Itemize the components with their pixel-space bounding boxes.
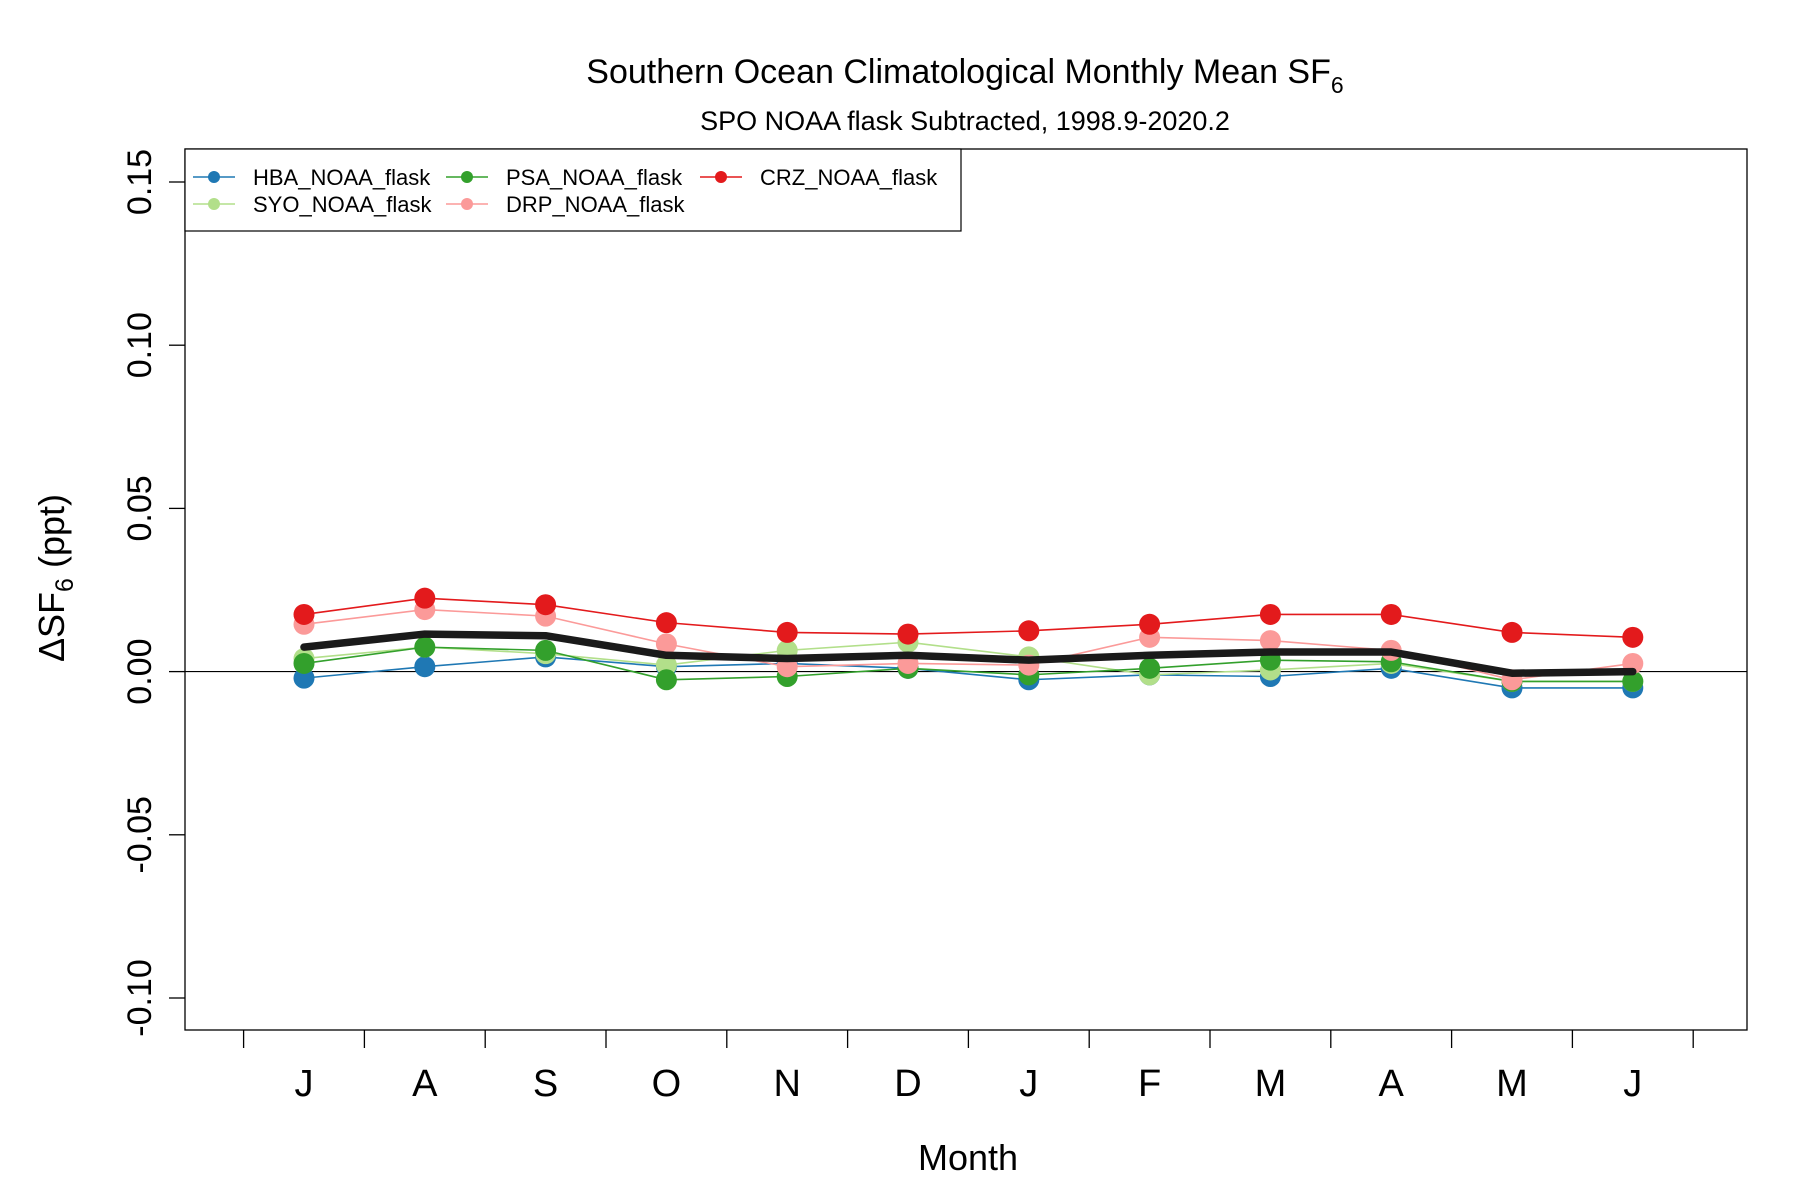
legend-item-SYO_NOAA_flask: SYO_NOAA_flask [193, 192, 433, 217]
data-point [1259, 630, 1281, 652]
x-tick-label: J [1623, 1063, 1642, 1105]
data-point [414, 656, 436, 678]
series-line [303, 656, 1633, 689]
y-tick-label: -0.05 [121, 796, 159, 874]
x-tick-label: S [533, 1063, 558, 1105]
legend-item-CRZ_NOAA_flask: CRZ_NOAA_flask [700, 165, 938, 190]
y-tick-label: 0.00 [121, 639, 159, 705]
data-point [1622, 626, 1644, 648]
y-axis-label-subscript: 6 [51, 578, 79, 592]
y-tick-label: 0.05 [121, 475, 159, 541]
y-axis-label: ΔSF6 (ppt) [31, 494, 79, 662]
data-point [535, 594, 557, 616]
legend-label: CRZ_NOAA_flask [760, 165, 938, 190]
chart-subtitle: SPO NOAA flask Subtracted, 1998.9-2020.2 [700, 106, 1230, 136]
legend-marker [208, 198, 220, 210]
x-tick-label: J [1019, 1063, 1038, 1105]
legend-item-DRP_NOAA_flask: DRP_NOAA_flask [446, 192, 686, 217]
series-line [303, 646, 1633, 683]
mean-line-layer [300, 630, 1637, 677]
legend-box [184, 148, 962, 232]
x-tick-label: A [412, 1063, 438, 1105]
y-tick-label: 0.15 [121, 149, 159, 215]
data-point [1501, 621, 1523, 643]
legend-marker [715, 171, 727, 183]
chart-title-subscript: 6 [1331, 72, 1344, 98]
legend-marker [208, 171, 220, 183]
series-line [303, 597, 1633, 639]
data-point [1139, 657, 1161, 679]
y-tick-label: -0.10 [121, 959, 159, 1037]
data-point [293, 652, 315, 674]
series-CRZ_NOAA_flask [293, 587, 1644, 648]
data-point [293, 603, 315, 625]
data-point [776, 621, 798, 643]
data-point [1139, 613, 1161, 635]
x-tick-label: M [1255, 1063, 1287, 1105]
data-point [655, 612, 677, 634]
series-layer [293, 587, 1644, 699]
x-axis-label: Month [918, 1137, 1018, 1178]
data-point [535, 639, 557, 661]
x-tick-label: N [773, 1063, 800, 1105]
chart-title-main: Southern Ocean Climatological Monthly Me… [586, 53, 1331, 91]
legend-marker [461, 198, 473, 210]
x-tick-label: D [894, 1063, 921, 1105]
plot-frame [184, 148, 1748, 1031]
data-point [1018, 620, 1040, 642]
legend-item-HBA_NOAA_flask: HBA_NOAA_flask [193, 165, 431, 190]
legend-marker [461, 171, 473, 183]
data-point [655, 633, 677, 655]
chart-title: Southern Ocean Climatological Monthly Me… [586, 53, 1343, 98]
mean-line [300, 630, 1637, 677]
series-line [303, 641, 1633, 683]
x-tick-label: A [1379, 1063, 1405, 1105]
legend-label: DRP_NOAA_flask [506, 192, 686, 217]
y-axis-label-suffix: (ppt) [31, 494, 72, 578]
data-point [655, 669, 677, 691]
x-tick-label: J [295, 1063, 314, 1105]
legend-label: SYO_NOAA_flask [253, 192, 433, 217]
y-tick-label: 0.10 [121, 312, 159, 378]
data-point [1622, 670, 1644, 692]
data-point [897, 623, 919, 645]
x-tick-label: M [1496, 1063, 1528, 1105]
axes: -0.10 -0.05 0.00 0.05 0.10 0.15 J A S O N D J F M A M J [121, 149, 1694, 1105]
data-point [1380, 603, 1402, 625]
legend-label: PSA_NOAA_flask [506, 165, 683, 190]
data-point [414, 636, 436, 658]
data-point [414, 587, 436, 609]
x-tick-label: F [1138, 1063, 1161, 1105]
data-point [1259, 603, 1281, 625]
data-point [293, 667, 315, 689]
legend-label: HBA_NOAA_flask [253, 165, 431, 190]
x-tick-label: O [652, 1063, 682, 1105]
y-axis-label-prefix: ΔSF [31, 592, 72, 662]
data-point [655, 654, 677, 676]
legend-item-PSA_NOAA_flask: PSA_NOAA_flask [446, 165, 683, 190]
